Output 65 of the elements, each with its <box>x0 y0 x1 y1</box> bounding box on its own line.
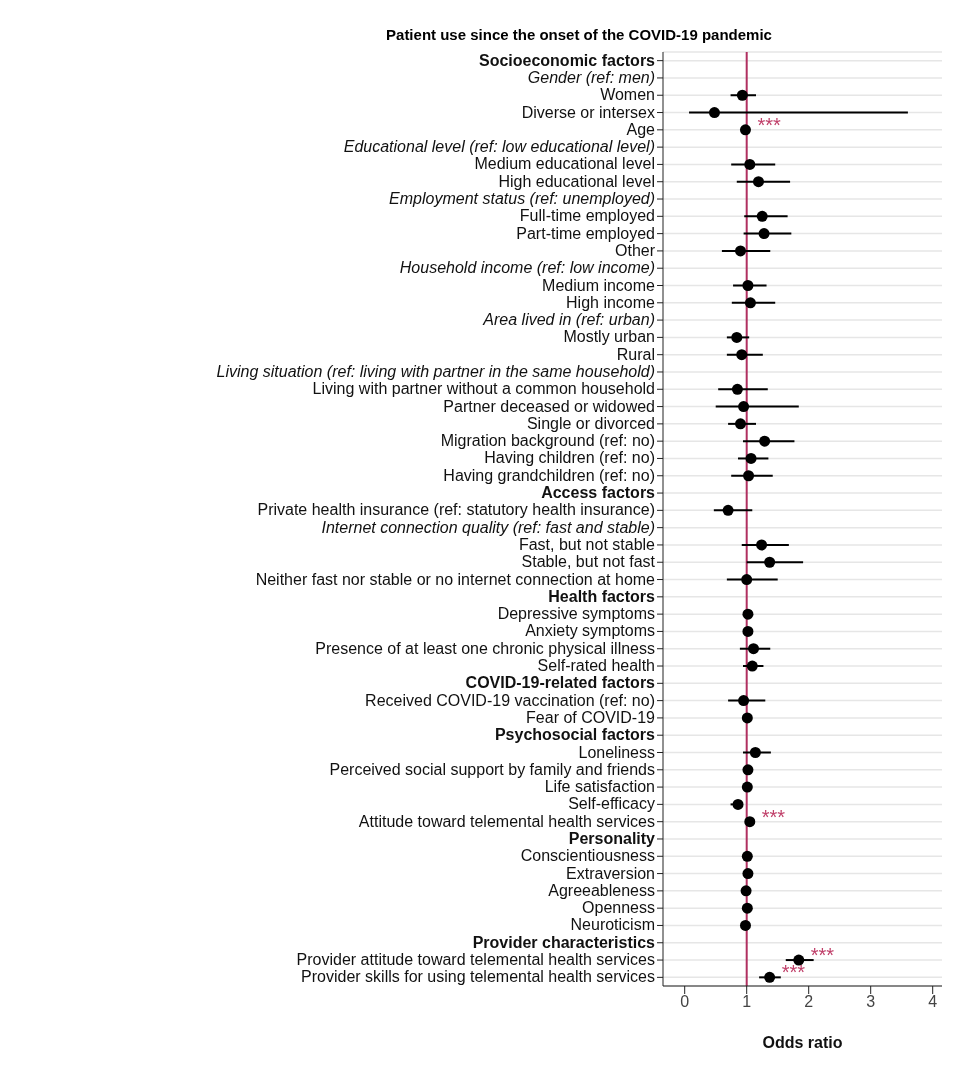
y-tick-label: Medium educational level <box>474 155 655 173</box>
y-tick-label: Personality <box>568 829 656 847</box>
y-tick-label: Extraversion <box>566 864 655 882</box>
y-tick-label: Private health insurance (ref: statutory health insurance) <box>257 501 655 519</box>
y-tick-label: Full-time employed <box>519 207 655 225</box>
y-tick-label: Provider skills for using telemental health services <box>301 968 655 986</box>
annotation: *** <box>781 961 806 984</box>
y-tick-label: Perceived social support by family and friends <box>329 760 655 778</box>
y-tick-label: Fast, but not stable <box>518 535 656 553</box>
annotation: *** <box>810 944 835 967</box>
y-tick-label: Rural <box>616 345 655 363</box>
y-tick-label: Internet connection quality (ref: fast and stable) <box>321 518 655 536</box>
y-tick-label: Neither fast nor stable or no internet connection at home <box>255 570 656 588</box>
annotation: *** <box>757 113 782 136</box>
y-tick-label: Having children (ref: no) <box>484 449 655 467</box>
y-tick-label: Diverse or intersex <box>521 103 655 121</box>
chart-title: Patient use since the onset of the COVID-19 pandemic <box>385 26 773 45</box>
y-tick-label: Self-efficacy <box>568 795 655 813</box>
y-tick-label: Anxiety symptoms <box>525 622 655 640</box>
y-tick-label: Life satisfaction <box>544 778 655 796</box>
y-tick-label: Self-rated health <box>537 657 655 675</box>
x-axis-title: Odds ratio <box>762 1034 843 1051</box>
x-tick-label: 3 <box>866 993 876 1011</box>
y-tick-label: Single or divorced <box>526 414 655 432</box>
y-tick-label: Living with partner without a common household <box>312 380 655 398</box>
y-tick-label: High educational level <box>498 172 655 190</box>
y-tick-label: Access factors <box>541 484 656 502</box>
y-tick-label: Openness <box>582 899 655 917</box>
annotation: *** <box>761 805 786 828</box>
y-tick-label: Psychosocial factors <box>494 726 656 744</box>
y-tick-label: Women <box>600 86 655 104</box>
y-tick-label: Mostly urban <box>563 328 655 346</box>
x-tick-label: 1 <box>742 993 752 1011</box>
y-tick-label: Presence of at least one chronic physical illness <box>315 639 655 657</box>
y-tick-label: Agreeableness <box>548 881 655 899</box>
x-tick-label: 4 <box>928 993 938 1011</box>
y-tick-label: Medium income <box>542 276 656 294</box>
y-tick-label: Employment status (ref: unemployed) <box>389 190 655 208</box>
y-tick-label: Other <box>614 241 656 259</box>
y-tick-label: Provider characteristics <box>472 933 656 951</box>
y-tick-label: Socioeconomic factors <box>478 51 656 69</box>
y-tick-label: Conscientiousness <box>520 847 655 865</box>
y-tick-label: Health factors <box>548 587 656 605</box>
y-tick-label: Migration background (ref: no) <box>440 432 655 450</box>
x-tick-label: 0 <box>680 993 690 1011</box>
y-tick-label: High income <box>566 293 656 311</box>
y-tick-label: Partner deceased or widowed <box>443 397 655 415</box>
y-tick-label: Neuroticism <box>570 916 655 934</box>
y-tick-label: Living situation (ref: living with partner in the same household) <box>216 362 655 380</box>
y-tick-label: Stable, but not fast <box>521 553 656 571</box>
x-tick-label: 2 <box>804 993 814 1011</box>
y-tick-label: Received COVID-19 vaccination (ref: no) <box>365 691 655 709</box>
y-tick-label: Having grandchildren (ref: no) <box>443 466 655 484</box>
y-tick-label: Educational level (ref: low educational level) <box>343 138 655 156</box>
y-tick-label: Fear of COVID-19 <box>526 708 656 726</box>
y-tick-label: Provider attitude toward telemental health services <box>296 951 655 969</box>
y-tick-label: Area lived in (ref: urban) <box>482 311 655 329</box>
y-tick-label: Part-time employed <box>516 224 655 242</box>
y-tick-label: Depressive symptoms <box>497 605 655 623</box>
y-tick-label: Household income (ref: low income) <box>399 259 655 277</box>
y-tick-label: Attitude toward telemental health services <box>358 812 655 830</box>
y-tick-label: Gender (ref: men) <box>527 68 655 86</box>
y-tick-label: COVID-19-related factors <box>465 674 656 692</box>
y-tick-label: Loneliness <box>578 743 655 761</box>
y-tick-label: Age <box>626 120 656 138</box>
